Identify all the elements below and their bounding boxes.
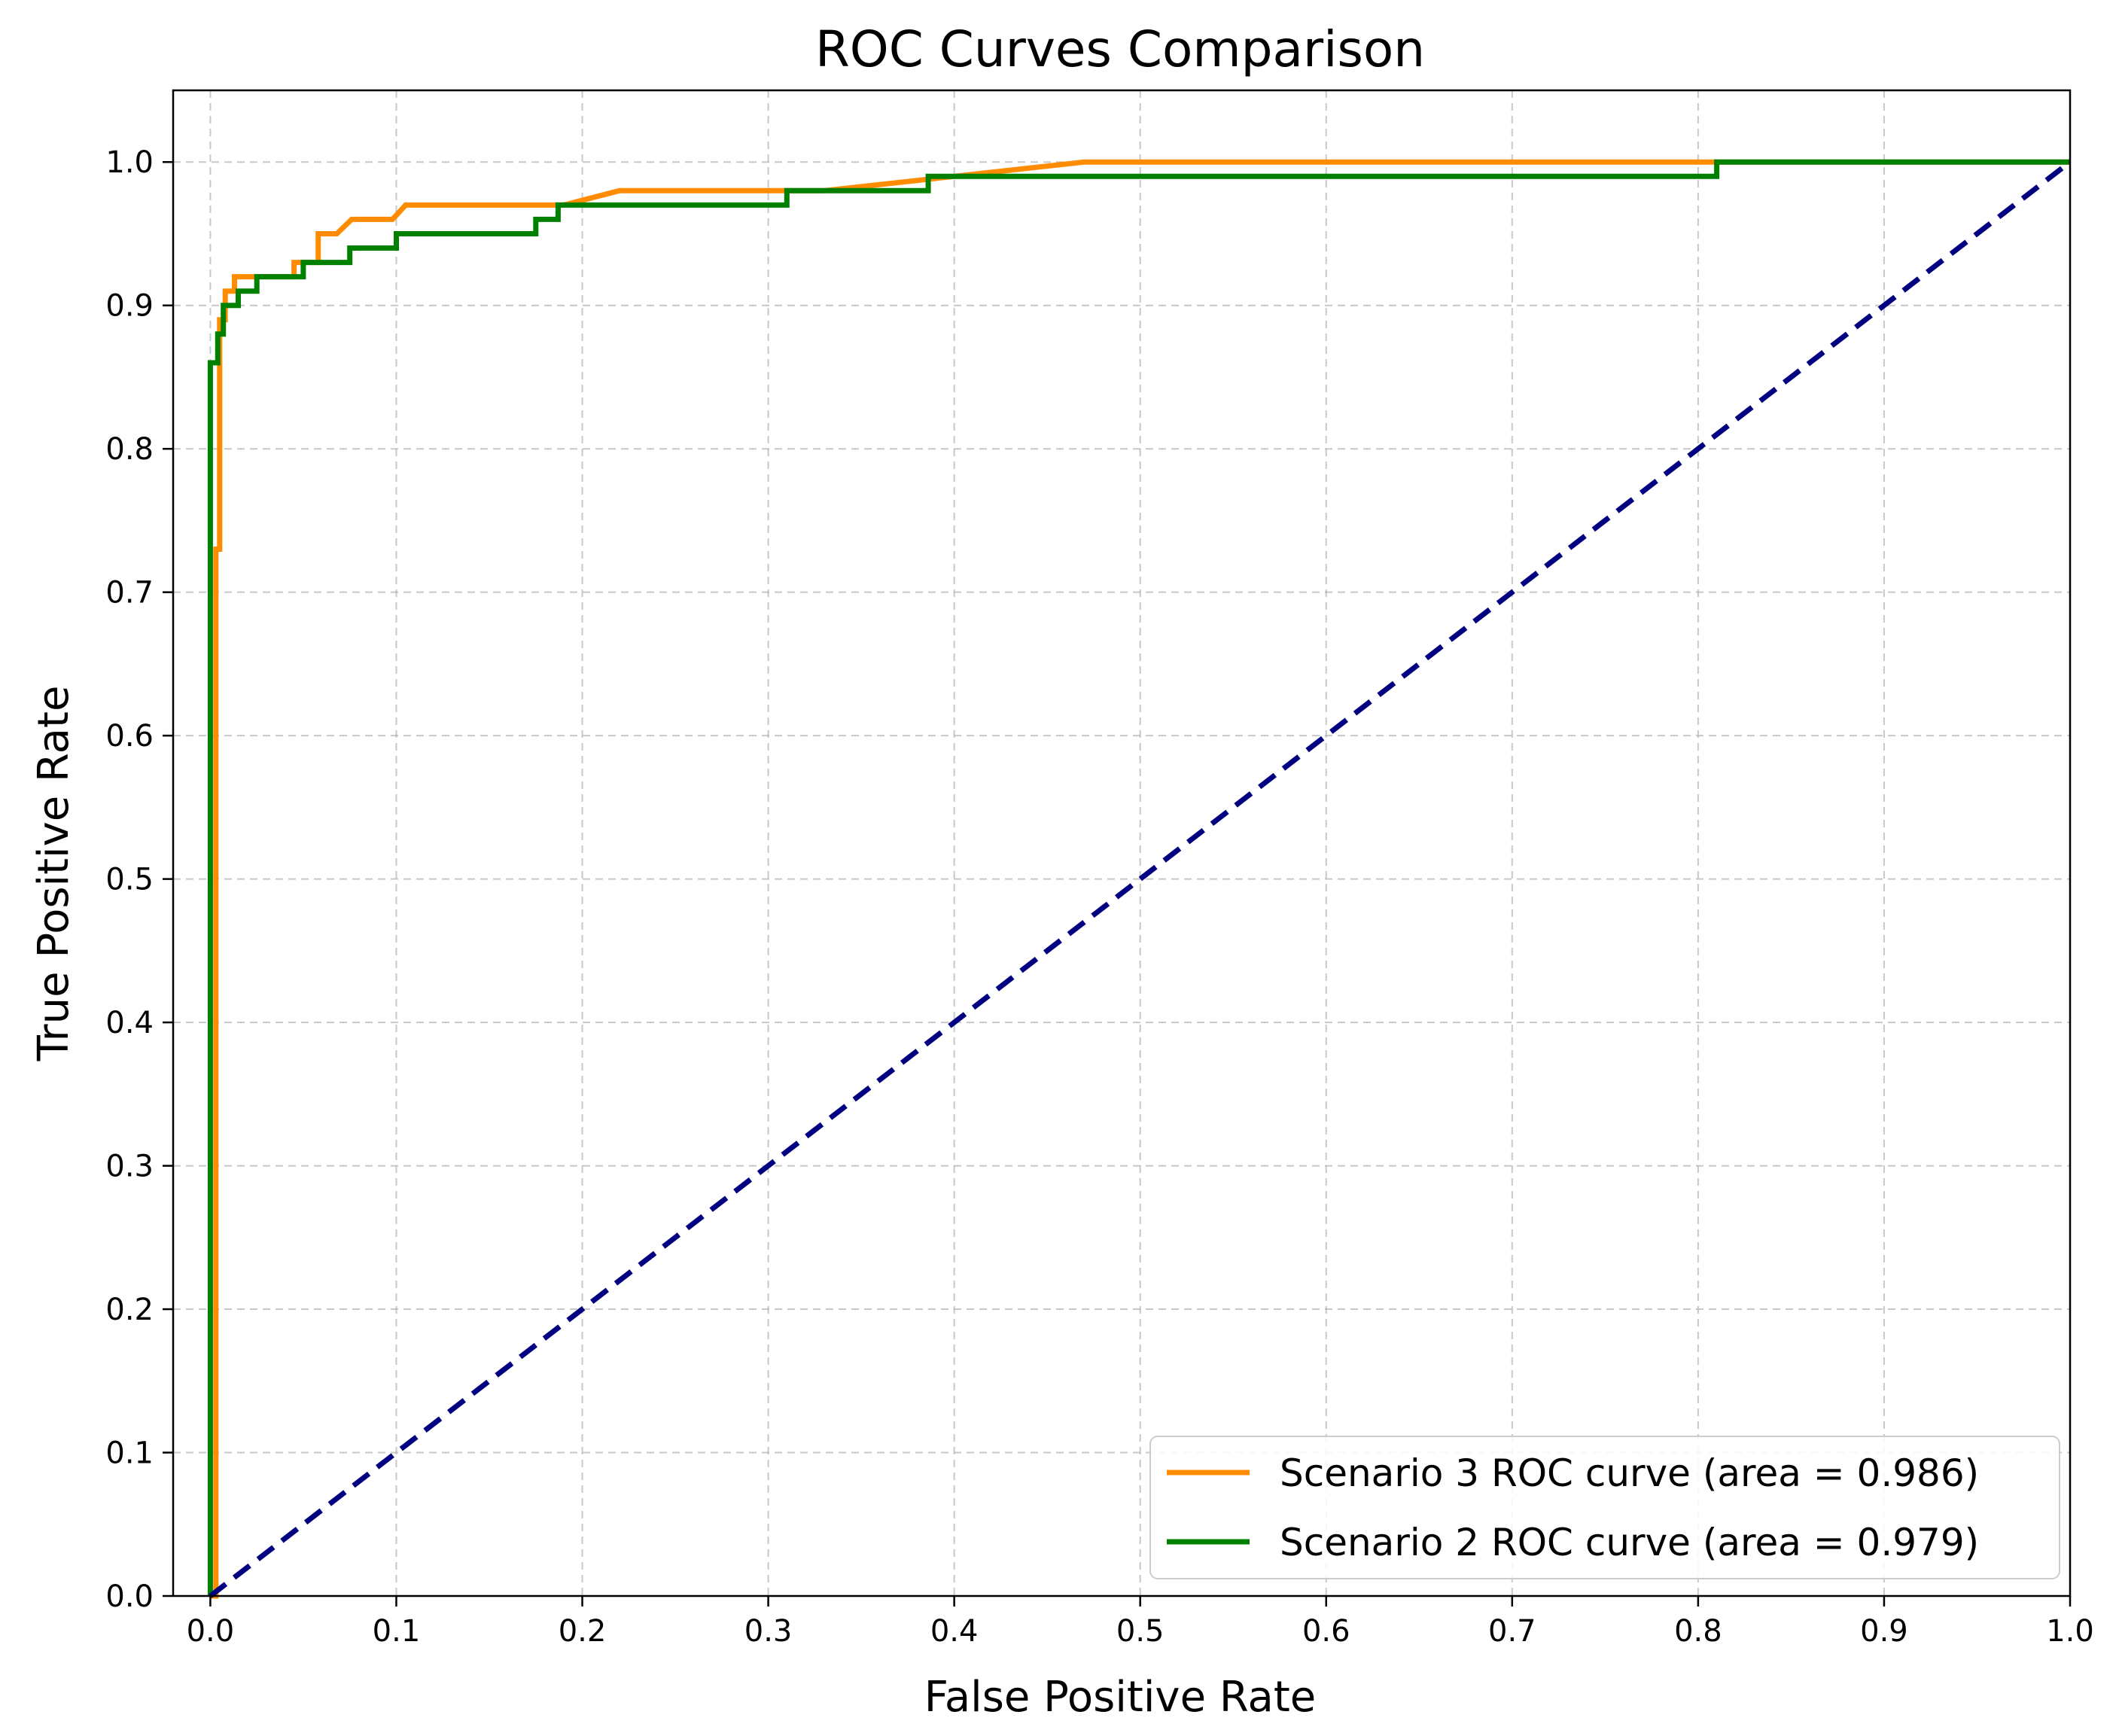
x-tick-label: 0.2 — [559, 1614, 607, 1649]
y-tick-label: 1.0 — [105, 145, 154, 180]
x-tick-label: 0.3 — [744, 1614, 793, 1649]
plot-area — [207, 159, 2072, 1599]
legend-label-scenario-2: Scenario 2 ROC curve (area = 0.979) — [1280, 1521, 1979, 1564]
roc-line-scenario-2 — [207, 159, 2070, 1596]
x-tick-label: 0.8 — [1674, 1614, 1722, 1649]
y-tick-label: 0.1 — [105, 1436, 154, 1471]
x-tick-label: 0.5 — [1116, 1614, 1165, 1649]
plot-frame — [172, 89, 2072, 1597]
legend-label-scenario-3: Scenario 3 ROC curve (area = 0.986) — [1280, 1451, 1979, 1495]
x-axis-ticks: 0.0 0.1 0.2 0.3 0.4 0.5 0.6 0.7 0.8 0.9 1.0 — [187, 1596, 2094, 1649]
x-tick-label: 0.6 — [1302, 1614, 1350, 1649]
x-tick-label: 0.9 — [1860, 1614, 1908, 1649]
y-tick-label: 0.0 — [105, 1579, 154, 1614]
y-axis-ticks: 0.0 0.1 0.2 0.3 0.4 0.5 0.6 0.7 0.8 0.9 1.0 — [105, 145, 173, 1614]
y-tick-label: 0.8 — [105, 432, 154, 467]
x-axis-label: False Positive Rate — [924, 1673, 1316, 1722]
chart-title: ROC Curves Comparison — [815, 20, 1425, 78]
y-tick-label: 0.2 — [105, 1293, 154, 1327]
y-axis-label: True Positive Rate — [29, 686, 78, 1062]
y-tick-label: 0.9 — [105, 289, 154, 324]
legend: Scenario 3 ROC curve (area = 0.986) Scen… — [1149, 1436, 2060, 1579]
y-tick-label: 0.6 — [105, 719, 154, 754]
legend-box — [1149, 1436, 2060, 1579]
y-tick-label: 0.4 — [105, 1006, 154, 1040]
x-tick-label: 0.7 — [1488, 1614, 1536, 1649]
x-tick-label: 0.0 — [187, 1614, 235, 1649]
x-tick-label: 0.4 — [930, 1614, 979, 1649]
x-tick-label: 0.1 — [373, 1614, 421, 1649]
y-tick-label: 0.7 — [105, 576, 154, 611]
y-tick-label: 0.3 — [105, 1150, 154, 1184]
x-tick-label: 1.0 — [2046, 1614, 2094, 1649]
y-tick-label: 0.5 — [105, 863, 154, 897]
